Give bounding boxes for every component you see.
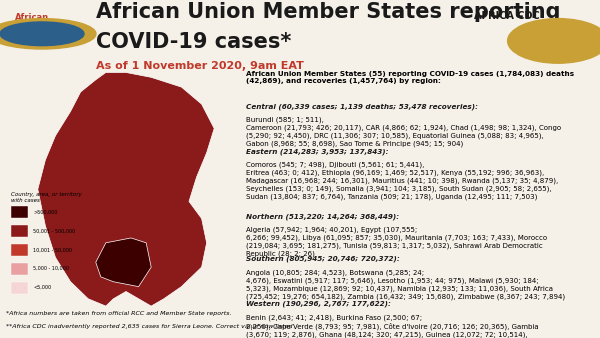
Text: Western (190,296, 2,767; 177,622):: Western (190,296, 2,767; 177,622):: [246, 300, 391, 307]
Text: *Africa numbers are taken from official RCC and Member State reports.: *Africa numbers are taken from official …: [6, 311, 232, 316]
FancyBboxPatch shape: [11, 282, 28, 293]
Text: COVID-19 cases*: COVID-19 cases*: [96, 32, 292, 52]
Text: **Africa CDC inadvertently reported 2,635 cases for Sierra Leone. Correct value : **Africa CDC inadvertently reported 2,63…: [6, 324, 293, 329]
Text: 5,000 - 10,000: 5,000 - 10,000: [33, 266, 69, 271]
Circle shape: [508, 19, 600, 63]
Circle shape: [0, 22, 84, 46]
Text: Algeria (57,942; 1,964; 40,201), Egypt (107,555;
6,266; 99,452), Libya (61,095; : Algeria (57,942; 1,964; 40,201), Egypt (…: [246, 227, 547, 257]
Text: Benin (2,643; 41; 2,418), Burkina Faso (2,500; 67;
2,250), Cape Verde (8,793; 95: Benin (2,643; 41; 2,418), Burkina Faso (…: [246, 314, 560, 338]
Text: African Union Member States (55) reporting COVID-19 cases (1,784,083) deaths
(42: African Union Member States (55) reporti…: [246, 71, 574, 84]
Text: 50,001 - 500,000: 50,001 - 500,000: [33, 228, 75, 233]
Text: 10,001 - 50,000: 10,001 - 50,000: [33, 247, 72, 252]
FancyBboxPatch shape: [11, 206, 28, 218]
Text: >500,000: >500,000: [33, 210, 58, 214]
FancyBboxPatch shape: [11, 263, 28, 274]
FancyBboxPatch shape: [11, 225, 28, 237]
FancyBboxPatch shape: [11, 244, 28, 256]
Text: Burundi (585; 1; 511),
Cameroon (21,793; 426; 20,117), CAR (4,866; 62; 1,924), C: Burundi (585; 1; 511), Cameroon (21,793;…: [246, 117, 561, 147]
Text: AFRICA CDC: AFRICA CDC: [474, 11, 540, 21]
Text: Northern (513,220; 14,264; 368,449):: Northern (513,220; 14,264; 368,449):: [246, 213, 399, 220]
Polygon shape: [38, 72, 214, 306]
Text: As of 1 November 2020, 9am EAT: As of 1 November 2020, 9am EAT: [96, 61, 304, 71]
Text: Angola (10,805; 284; 4,523), Botswana (5,285; 24;
4,676), Eswatini (5,917; 117; : Angola (10,805; 284; 4,523), Botswana (5…: [246, 269, 565, 300]
Text: Comoros (545; 7; 498), Djibouti (5,561; 61; 5,441),
Eritrea (463; 0; 412), Ethio: Comoros (545; 7; 498), Djibouti (5,561; …: [246, 162, 558, 200]
Text: African Union Member States reporting: African Union Member States reporting: [96, 2, 560, 22]
Text: Central (60,339 cases; 1,139 deaths; 53,478 recoveries):: Central (60,339 cases; 1,139 deaths; 53,…: [246, 103, 478, 110]
Circle shape: [0, 19, 96, 49]
Text: Eastern (214,283; 3,953; 137,843):: Eastern (214,283; 3,953; 137,843):: [246, 148, 389, 154]
Text: Country, area, or territory
with cases: Country, area, or territory with cases: [11, 192, 82, 202]
Text: Southern (805,945; 20,746; 720,372):: Southern (805,945; 20,746; 720,372):: [246, 256, 400, 262]
Polygon shape: [96, 238, 151, 287]
Text: <5,000: <5,000: [33, 285, 51, 290]
Text: African
Union: African Union: [15, 13, 49, 32]
